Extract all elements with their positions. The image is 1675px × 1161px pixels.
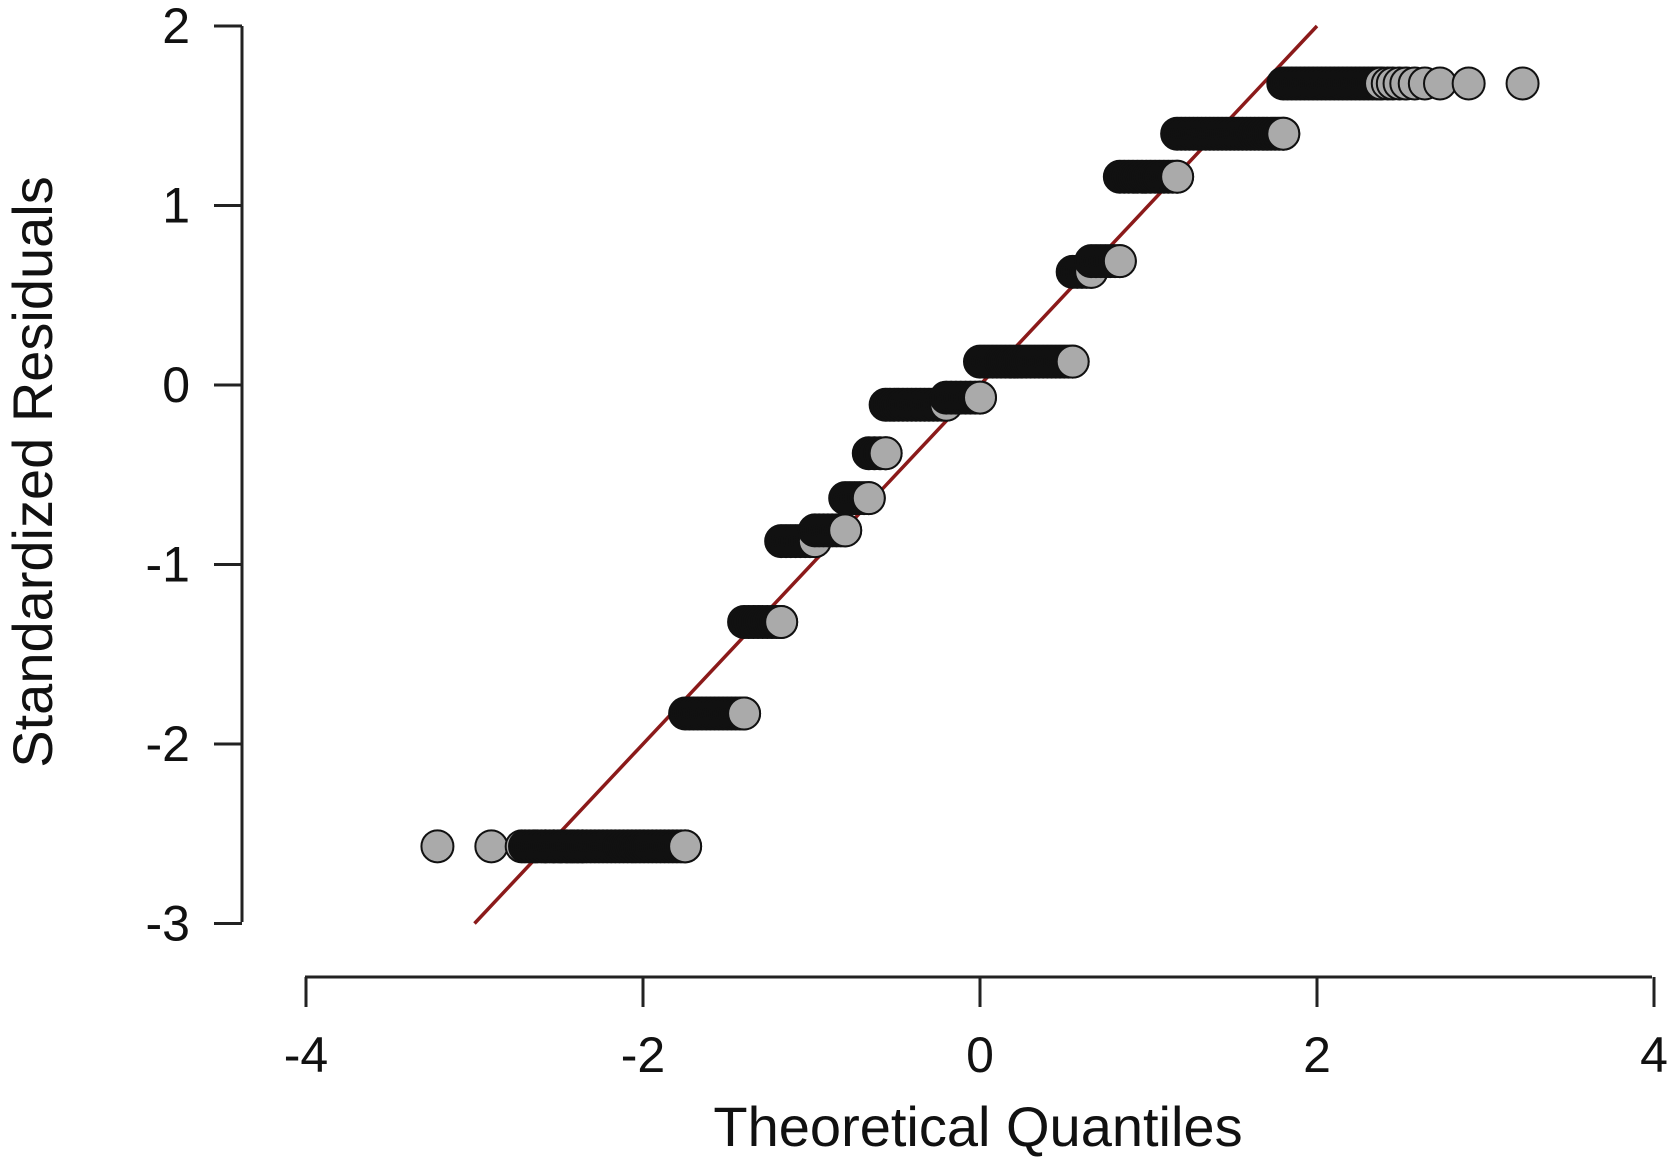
y-tick-label: -1	[146, 537, 190, 593]
data-point	[828, 513, 863, 548]
data-points	[420, 66, 1540, 864]
data-point	[1055, 344, 1090, 379]
data-point	[1423, 66, 1458, 101]
data-point	[727, 696, 762, 731]
data-point	[851, 481, 886, 516]
data-point	[1102, 244, 1137, 279]
x-tick-label: -2	[621, 1027, 665, 1083]
data-point	[764, 604, 799, 639]
data-point	[1266, 116, 1301, 151]
y-tick-label: -2	[146, 716, 190, 772]
data-point	[420, 829, 455, 864]
x-tick-label: -4	[284, 1027, 328, 1083]
x-tick-label: 0	[966, 1027, 994, 1083]
data-point	[963, 380, 997, 415]
data-point	[1451, 66, 1486, 101]
y-tick-label: -3	[146, 896, 190, 952]
x-tick-label: 2	[1303, 1027, 1331, 1083]
x-axis-title: Theoretical Quantiles	[713, 1095, 1242, 1158]
data-point	[1505, 66, 1540, 101]
data-point	[668, 829, 703, 864]
y-tick-label: 1	[162, 178, 190, 234]
x-tick-label: 4	[1640, 1027, 1668, 1083]
reference-line	[473, 24, 1319, 925]
y-tick-label: 0	[162, 357, 190, 413]
y-axis-title: Standardized Residuals	[1, 176, 64, 767]
data-point	[868, 436, 903, 471]
x-ticks: -4 -2 0 2 4	[284, 977, 1668, 1083]
y-tick-label: 2	[162, 0, 190, 54]
data-point	[474, 829, 509, 864]
y-ticks: -3 -2 -1 0 1 2	[146, 0, 242, 952]
data-point	[1160, 159, 1195, 194]
